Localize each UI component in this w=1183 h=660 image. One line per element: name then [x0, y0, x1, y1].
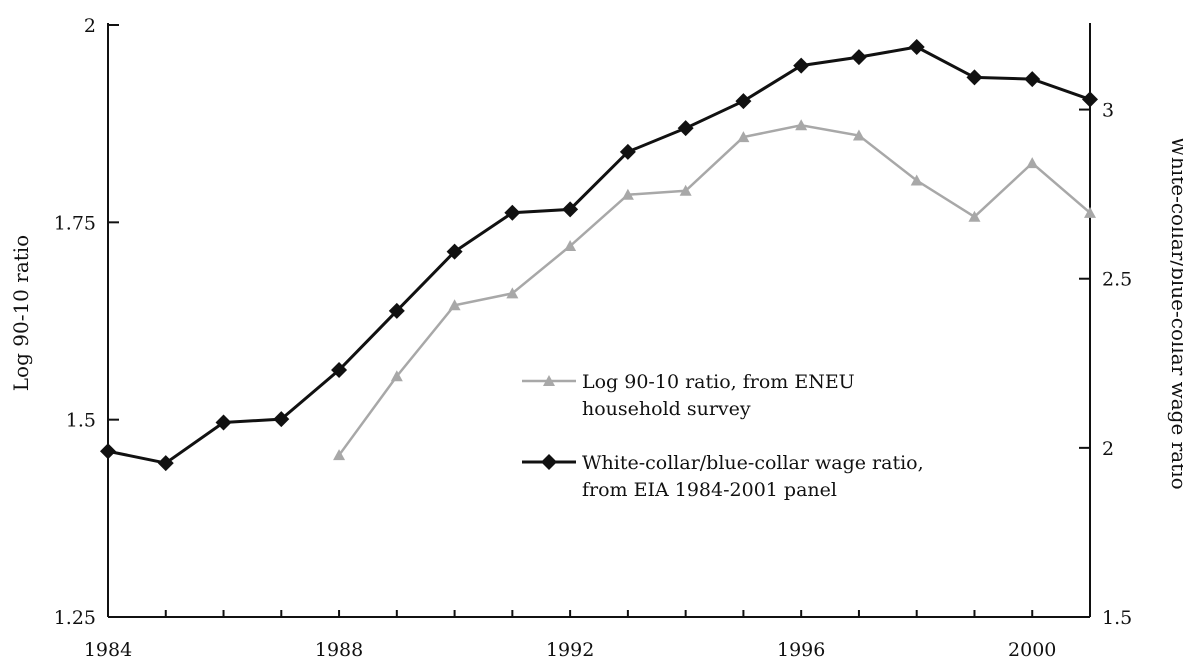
- diamond-marker: [215, 414, 232, 431]
- x-tick-label: 1988: [315, 639, 363, 660]
- left-tick-label: 1.25: [54, 607, 96, 629]
- triangle-marker: [968, 210, 981, 222]
- diamond-marker: [908, 38, 925, 55]
- left-axis-title: Log 90-10 ratio: [9, 235, 33, 391]
- diamond-marker: [1024, 71, 1041, 88]
- right-tick-label: 1.5: [1102, 607, 1132, 629]
- diamond-marker: [793, 57, 810, 74]
- triangle-marker: [852, 129, 865, 141]
- triangle-marker: [1084, 206, 1096, 218]
- series-2: [100, 38, 1098, 472]
- triangle-marker: [506, 287, 519, 299]
- legend-label: from EIA 1984-2001 panel: [582, 479, 837, 501]
- legend-triangle-marker: [543, 375, 555, 386]
- diamond-marker: [850, 49, 867, 66]
- right-tick-label: 3: [1102, 100, 1114, 122]
- triangle-marker: [564, 240, 577, 252]
- triangle-marker: [679, 184, 692, 196]
- legend: Log 90-10 ratio, from ENEU household surv…: [522, 371, 924, 501]
- diamond-marker: [677, 120, 694, 137]
- triangle-marker: [621, 188, 634, 200]
- diamond-marker: [735, 93, 752, 110]
- diamond-marker: [966, 69, 983, 86]
- triangle-marker: [333, 449, 346, 461]
- legend-diamond-marker: [541, 454, 557, 470]
- triangle-marker: [737, 131, 750, 143]
- x-tick-label: 1984: [84, 639, 132, 660]
- ticks: 1.25 1.5 1.75 2 1.5 2 2.5 3 1984 1988 1992 1996 2000: [54, 15, 1133, 660]
- diamond-marker: [331, 362, 348, 379]
- x-tick-label: 1992: [546, 639, 594, 660]
- series-line: [338, 123, 1091, 456]
- legend-label: White-collar/blue-collar wage ratio,: [582, 452, 924, 474]
- x-tick-label: 2000: [1008, 639, 1056, 660]
- right-tick-label: 2: [1102, 438, 1114, 460]
- triangle-marker: [448, 299, 461, 311]
- right-tick-label: 2.5: [1102, 269, 1132, 291]
- triangle-marker: [390, 370, 403, 382]
- triangle-marker: [910, 174, 923, 186]
- legend-entry-2: White-collar/blue-collar wage ratio, from…: [522, 452, 924, 501]
- left-tick-label: 1.5: [66, 410, 96, 432]
- axes: [107, 23, 1091, 618]
- diamond-marker: [1082, 91, 1098, 108]
- left-tick-label: 1.75: [54, 212, 96, 234]
- diamond-marker: [446, 243, 463, 260]
- series-line: [107, 45, 1091, 465]
- left-tick-label: 2: [84, 15, 96, 37]
- diamond-marker: [100, 443, 116, 460]
- diamond-marker: [504, 204, 521, 221]
- x-tick-label: 1996: [777, 639, 825, 660]
- legend-entry-1: Log 90-10 ratio, from ENEU household surv…: [522, 371, 855, 420]
- diamond-marker: [562, 201, 579, 218]
- series-layer: [100, 38, 1098, 472]
- triangle-marker: [1026, 157, 1039, 169]
- series-1: [333, 119, 1096, 461]
- diamond-marker: [619, 143, 636, 160]
- legend-label: Log 90-10 ratio, from ENEU: [582, 371, 855, 393]
- legend-label: household survey: [582, 398, 751, 420]
- right-axis-title: White-collar/blue-collar wage ratio: [1167, 136, 1183, 489]
- diamond-marker: [157, 455, 174, 472]
- diamond-marker: [388, 302, 405, 319]
- diamond-marker: [273, 411, 290, 428]
- triangle-marker: [795, 119, 808, 131]
